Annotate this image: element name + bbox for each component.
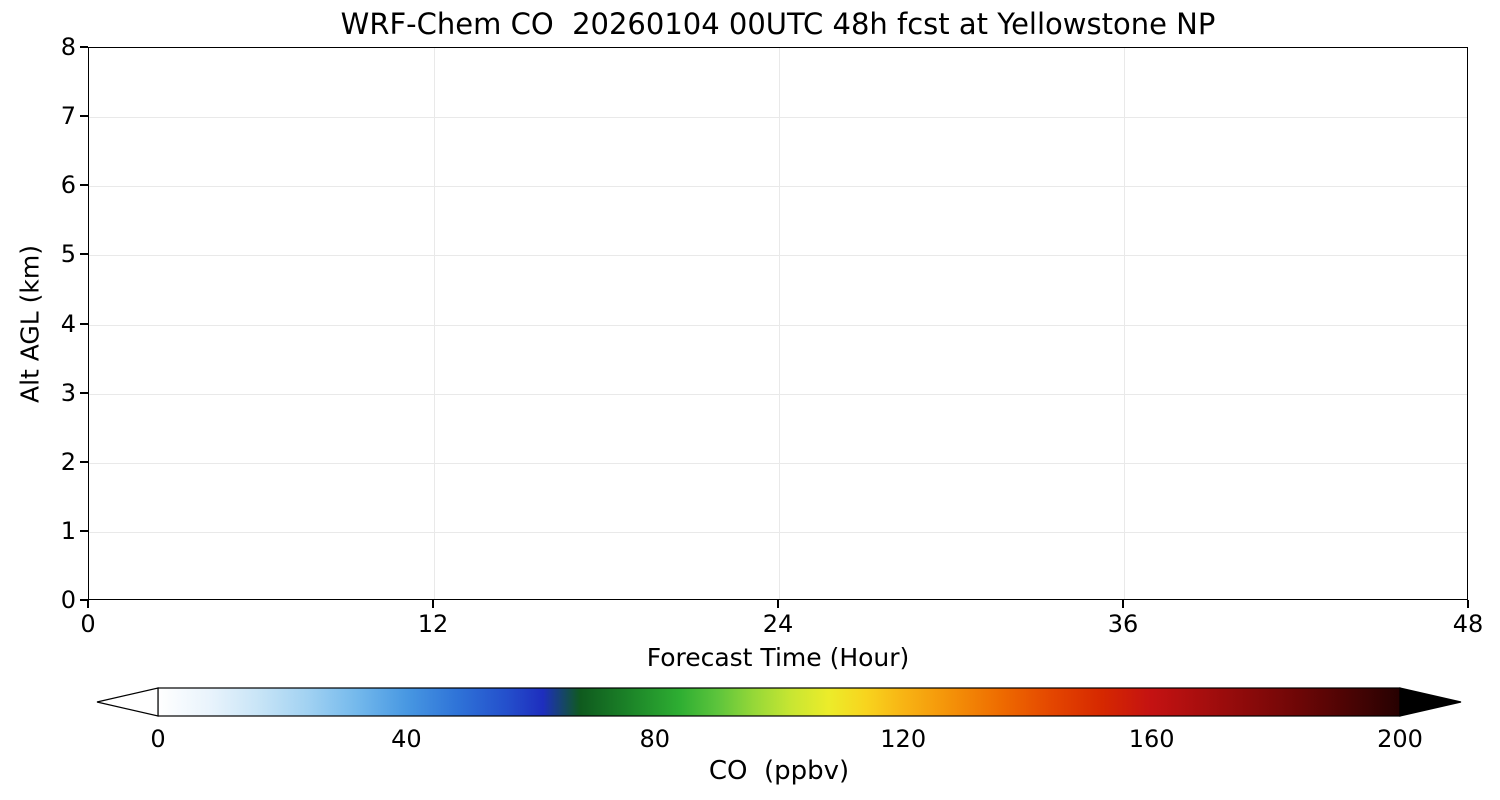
y-tick-mark bbox=[80, 253, 88, 256]
colorbar-tick-label: 80 bbox=[639, 725, 671, 753]
y-tick-mark bbox=[80, 529, 88, 532]
y-tick-mark bbox=[80, 322, 88, 325]
x-axis-label: Forecast Time (Hour) bbox=[646, 643, 910, 672]
y-tick-mark bbox=[80, 391, 88, 394]
x-tick-label: 48 bbox=[1452, 610, 1484, 638]
x-tick-mark bbox=[777, 600, 779, 608]
gridline-horizontal bbox=[89, 531, 1467, 533]
x-tick-mark bbox=[1467, 600, 1469, 608]
x-tick-mark bbox=[87, 600, 89, 608]
x-tick-label: 36 bbox=[1107, 610, 1139, 638]
gridline-horizontal bbox=[89, 393, 1467, 395]
colorbar-tick-label: 160 bbox=[1128, 725, 1175, 753]
colorbar bbox=[96, 687, 1462, 717]
y-tick-label: 6 bbox=[60, 171, 76, 200]
colorbar-label: CO (ppbv) bbox=[708, 756, 850, 786]
y-tick-mark bbox=[80, 599, 88, 601]
gridline-horizontal bbox=[89, 117, 1467, 119]
gridline-vertical bbox=[779, 48, 780, 599]
colorbar-extend-left-arrow bbox=[96, 687, 159, 717]
x-tick-mark bbox=[1122, 600, 1124, 608]
gridline-horizontal bbox=[89, 255, 1467, 257]
colorbar-gradient-bar bbox=[157, 687, 1401, 717]
x-tick-label: 24 bbox=[762, 610, 794, 638]
colorbar-tick-label: 200 bbox=[1377, 725, 1423, 753]
gridline-horizontal bbox=[89, 324, 1467, 326]
y-tick-label: 5 bbox=[60, 240, 76, 269]
x-tick-mark bbox=[432, 600, 434, 608]
gridline-vertical bbox=[434, 48, 435, 599]
gridline-vertical bbox=[1124, 48, 1125, 599]
colorbar-tick-label: 0 bbox=[150, 725, 166, 753]
x-tick-label: 12 bbox=[417, 610, 449, 638]
colorbar-extend-right-arrow bbox=[1399, 687, 1462, 717]
gridline-horizontal bbox=[89, 186, 1467, 188]
y-tick-label: 2 bbox=[60, 447, 76, 476]
y-tick-mark bbox=[80, 184, 88, 187]
y-tick-label: 4 bbox=[60, 309, 76, 338]
y-tick-label: 0 bbox=[60, 586, 76, 614]
plot-area bbox=[88, 47, 1468, 600]
gridline-horizontal bbox=[89, 462, 1467, 464]
y-tick-mark bbox=[80, 46, 88, 48]
y-tick-mark bbox=[80, 460, 88, 463]
y-tick-label: 8 bbox=[60, 33, 76, 61]
y-tick-mark bbox=[80, 115, 88, 118]
colorbar-tick-label: 120 bbox=[880, 725, 927, 753]
y-tick-label: 1 bbox=[60, 516, 76, 545]
y-tick-label: 3 bbox=[60, 378, 76, 407]
colorbar-tick-label: 40 bbox=[391, 725, 422, 753]
x-tick-label: 0 bbox=[80, 610, 96, 638]
chart-title: WRF-Chem CO 20260104 00UTC 48h fcst at Y… bbox=[340, 7, 1216, 41]
y-tick-label: 7 bbox=[60, 102, 76, 131]
